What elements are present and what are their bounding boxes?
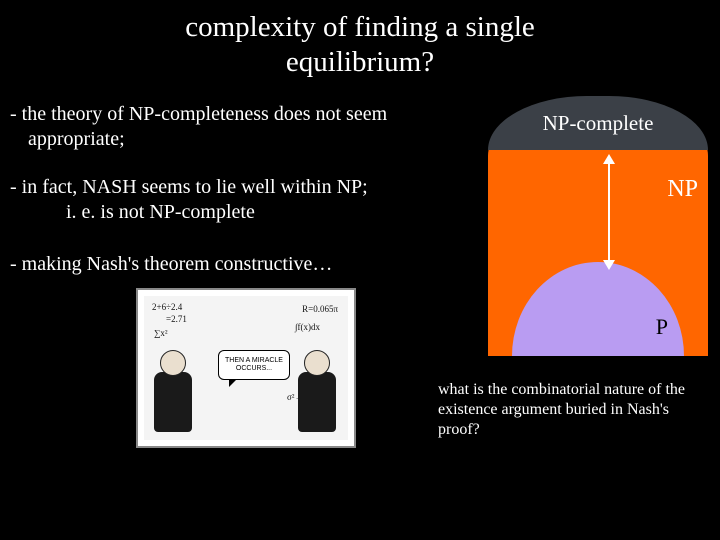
speech-bubble: THEN A MIRACLE OCCURS... [218, 350, 290, 380]
bullet-2: - in fact, NASH seems to lie well within… [0, 175, 460, 225]
scribble: ∫f(x)dx [295, 322, 320, 332]
title-line1: complexity of finding a single [185, 11, 535, 43]
chalkboard: 2+6÷2.4 =2.71 ∑x² R=0.065π ∫f(x)dx √λ≈μ … [144, 296, 348, 440]
npc-region: NP-complete [488, 96, 708, 150]
person-right [294, 350, 340, 436]
bullet-3-text: - making Nash's theorem constructive… [10, 253, 332, 275]
scribble: R=0.065π [302, 304, 338, 314]
bullet-2-line2: i. e. is not NP-complete [10, 201, 255, 223]
scribble: ∑x² [154, 328, 168, 338]
scribble: 2+6÷2.4 [152, 302, 182, 312]
bullet-2-line1: - in fact, NASH seems to lie well within… [10, 176, 368, 198]
title-line2: equilibrium? [286, 46, 434, 78]
npc-label: NP-complete [543, 111, 654, 136]
complexity-diagram: NP-complete NP P [488, 96, 708, 356]
bullet-1-line1: - the theory of NP-completeness does not… [10, 103, 387, 125]
footer-question: what is the combinatorial nature of the … [438, 380, 708, 440]
np-label: NP [667, 176, 698, 203]
person-body [154, 372, 192, 432]
bullet-1-line2: appropriate; [10, 128, 125, 150]
person-body [298, 372, 336, 432]
person-left [150, 350, 196, 436]
bullet-1: - the theory of NP-completeness does not… [0, 102, 460, 152]
cartoon-image: 2+6÷2.4 =2.71 ∑x² R=0.065π ∫f(x)dx √λ≈μ … [136, 288, 356, 448]
bullet-3: - making Nash's theorem constructive… [0, 252, 420, 277]
p-label: P [656, 314, 668, 340]
person-head [160, 350, 186, 376]
double-arrow-icon [608, 162, 610, 262]
slide-title: complexity of finding a single equilibri… [0, 0, 720, 80]
person-head [304, 350, 330, 376]
scribble: =2.71 [166, 314, 187, 324]
